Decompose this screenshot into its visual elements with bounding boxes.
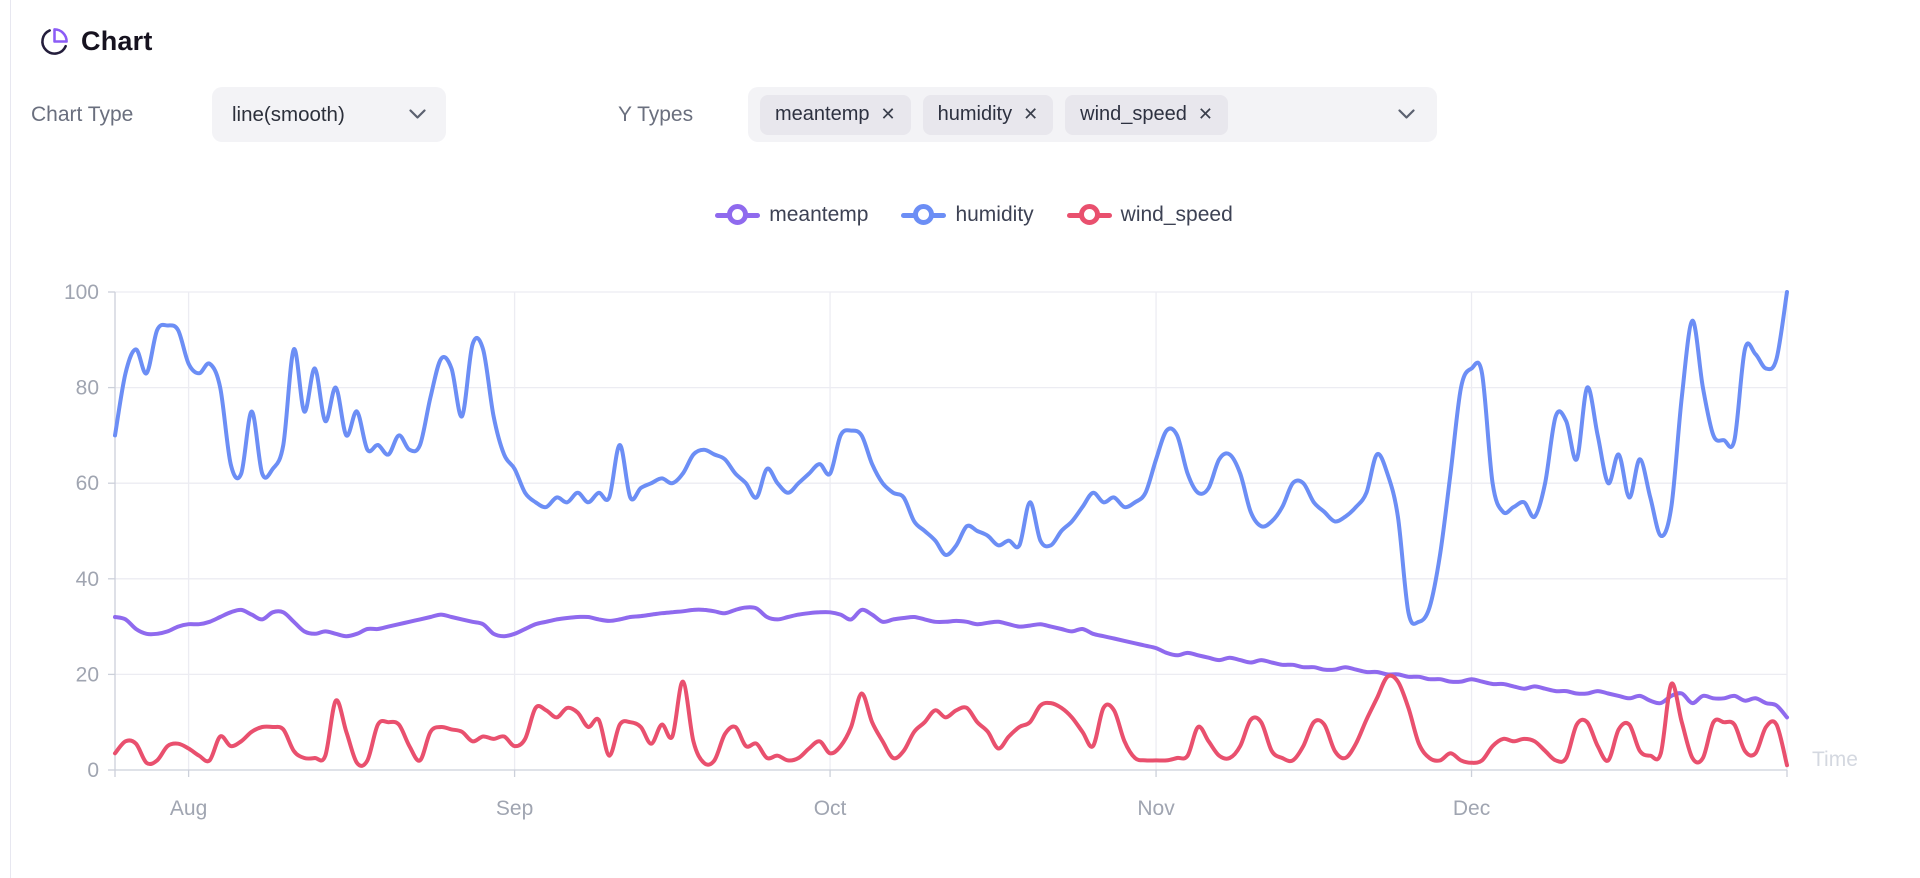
- x-axis-label: Aug: [170, 797, 207, 820]
- page-title: Chart: [81, 26, 153, 56]
- legend-item-wind_speed[interactable]: wind_speed: [1066, 203, 1233, 227]
- pie-chart-icon: [40, 27, 69, 56]
- chart-type-value: line(smooth): [232, 102, 345, 126]
- remove-tag-icon[interactable]: ✕: [880, 104, 896, 124]
- y-axis-label: 40: [76, 568, 99, 591]
- legend-item-meantemp[interactable]: meantemp: [715, 203, 868, 227]
- y-type-pill-wind_speed[interactable]: wind_speed ✕: [1065, 94, 1229, 135]
- y-axis-label: 80: [76, 377, 99, 400]
- legend-label: meantemp: [769, 203, 869, 226]
- y-types-multiselect[interactable]: meantemp ✕ humidity ✕ wind_speed ✕: [748, 87, 1437, 142]
- y-axis-label: 20: [76, 663, 99, 686]
- x-axis-name: Time: [1812, 748, 1858, 771]
- x-axis-label: Nov: [1137, 797, 1175, 820]
- line-chart-plot-area[interactable]: 0 20 40 60 80 100 Aug Sep Oct Nov Dec Time: [0, 230, 1920, 878]
- x-axis-label: Sep: [496, 797, 533, 820]
- series-line-meantemp[interactable]: [113, 605, 1789, 720]
- pill-label: wind_speed: [1080, 103, 1187, 125]
- y-axis-label: 0: [87, 759, 99, 782]
- y-axis-label: 60: [76, 472, 99, 495]
- pill-label: meantemp: [775, 103, 870, 125]
- legend-line-marker-icon: [715, 204, 761, 226]
- page-header: Chart: [40, 26, 153, 57]
- panel-left-border: [10, 0, 11, 878]
- chart-type-label: Chart Type: [31, 103, 134, 126]
- y-axis-label: 100: [64, 281, 99, 304]
- chart-legend: meantemp humidity wind_speed: [14, 203, 1920, 227]
- pill-label: humidity: [937, 103, 1013, 125]
- x-axis-label: Dec: [1453, 797, 1490, 820]
- selected-y-types: meantemp ✕ humidity ✕ wind_speed ✕: [760, 94, 1398, 135]
- y-types-label: Y Types: [618, 103, 694, 126]
- y-type-pill-meantemp[interactable]: meantemp ✕: [760, 94, 911, 135]
- chevron-down-icon: [409, 109, 426, 120]
- series-line-wind_speed[interactable]: [113, 673, 1789, 768]
- legend-label: wind_speed: [1120, 203, 1233, 226]
- legend-item-humidity[interactable]: humidity: [901, 203, 1034, 227]
- x-axis-label: Oct: [814, 797, 847, 820]
- legend-label: humidity: [955, 203, 1034, 226]
- remove-tag-icon[interactable]: ✕: [1197, 104, 1214, 124]
- remove-tag-icon[interactable]: ✕: [1023, 104, 1039, 124]
- legend-line-marker-icon: [1066, 204, 1112, 226]
- chart-type-select[interactable]: line(smooth): [212, 87, 446, 142]
- legend-line-marker-icon: [901, 204, 947, 226]
- y-type-pill-humidity[interactable]: humidity ✕: [922, 94, 1054, 135]
- series-line-humidity[interactable]: [113, 290, 1789, 626]
- chevron-down-icon: [1398, 109, 1415, 120]
